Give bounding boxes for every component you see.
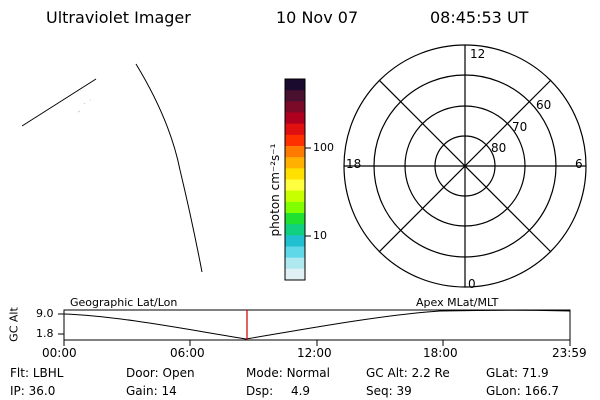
status-glat-value: 71.9 [521, 366, 549, 380]
colorbar-unit-label: photon cm⁻²s⁻¹ [268, 143, 282, 237]
color-bar-frame [284, 78, 306, 281]
status-door-value: Open [162, 366, 195, 380]
color-bar-band [285, 79, 305, 91]
status-seq: Seq: 39 [366, 384, 412, 398]
colorbar-label-10: 10 [313, 229, 327, 242]
timeline-xtick-label-4: 23:59 [552, 346, 587, 360]
status-ip-value: 36.0 [28, 384, 56, 398]
timeline-xtick-label-2: 12:00 [297, 346, 332, 360]
grid-line-curve [135, 63, 203, 273]
status-flt-value: LBHL [32, 366, 64, 380]
polar-lat-70: 70 [512, 120, 528, 134]
color-bar [285, 79, 305, 281]
status-gc-alt-value: 2.2 Re [411, 366, 450, 380]
status-door: Door: Open [126, 366, 195, 380]
color-bar-band [285, 190, 305, 203]
status-glon-value: 166.7 [524, 384, 559, 398]
color-bar-band [285, 146, 305, 158]
timeline-ytick-label-top: 9.0 [36, 307, 54, 320]
status-dsp-value: 4.9 [290, 384, 311, 398]
imager-title: Ultraviolet Imager [46, 8, 191, 27]
timeline-right-title: Apex MLat/MLT [416, 296, 499, 309]
status-glon: GLon: 166.7 [486, 384, 559, 398]
color-bar-band [285, 224, 305, 236]
timeline-xtick-label-1: 06:00 [170, 346, 205, 360]
polar-label-18: 18 [346, 157, 362, 171]
timeline-y-label: GC Alt [7, 307, 21, 342]
color-bar-band [285, 235, 305, 247]
timeline-frame [63, 309, 571, 341]
polar-label-0: 0 [468, 277, 476, 291]
color-bar-band [285, 213, 305, 225]
colorbar-label-100: 100 [313, 141, 334, 154]
color-bar-band [285, 268, 305, 281]
timeline-ytick-label-bottom: 1.8 [36, 327, 54, 340]
timeline-left-title: Geographic Lat/Lon [70, 296, 178, 309]
status-mode: Mode: Normal [246, 366, 330, 380]
grid-line-left [21, 78, 97, 127]
color-bar-band [285, 168, 305, 180]
status-gain-value: 14 [161, 384, 177, 398]
color-bar-band [285, 157, 305, 169]
status-gain: Gain: 14 [126, 384, 177, 398]
faint-dots [77, 99, 91, 113]
header-time: 08:45:53 UT [430, 8, 529, 27]
polar-lat-80: 80 [491, 141, 507, 155]
status-dsp: Dsp: 4.9 [246, 384, 311, 398]
status-flt: Flt: LBHL [10, 366, 64, 380]
color-bar-band [285, 179, 305, 192]
color-bar-band [285, 112, 305, 125]
status-ip: IP: 36.0 [10, 384, 56, 398]
header-date: 10 Nov 07 [276, 8, 359, 27]
polar-label-12: 12 [470, 47, 486, 61]
color-bar-band [285, 134, 305, 147]
polar-lat-60: 60 [536, 98, 552, 112]
timeline-xtick-label-3: 18:00 [423, 346, 458, 360]
color-bar-band [285, 101, 305, 113]
color-bar-band [285, 201, 305, 214]
polar-label-6: 6 [575, 157, 583, 171]
status-seq-value: 39 [396, 384, 412, 398]
status-mode-value: Normal [286, 366, 330, 380]
color-bar-band [285, 90, 305, 102]
color-bar-band [285, 246, 305, 259]
status-glat: GLat: 71.9 [486, 366, 549, 380]
altitude-curve [63, 309, 571, 340]
polar-diagonal-2 [378, 79, 552, 253]
polar-plot [343, 44, 587, 288]
status-gc-alt: GC Alt: 2.2 Re [366, 366, 450, 380]
color-bar-band [285, 257, 305, 270]
color-bar-band [285, 123, 305, 136]
timeline-xtick-label-0: 00:00 [42, 346, 77, 360]
